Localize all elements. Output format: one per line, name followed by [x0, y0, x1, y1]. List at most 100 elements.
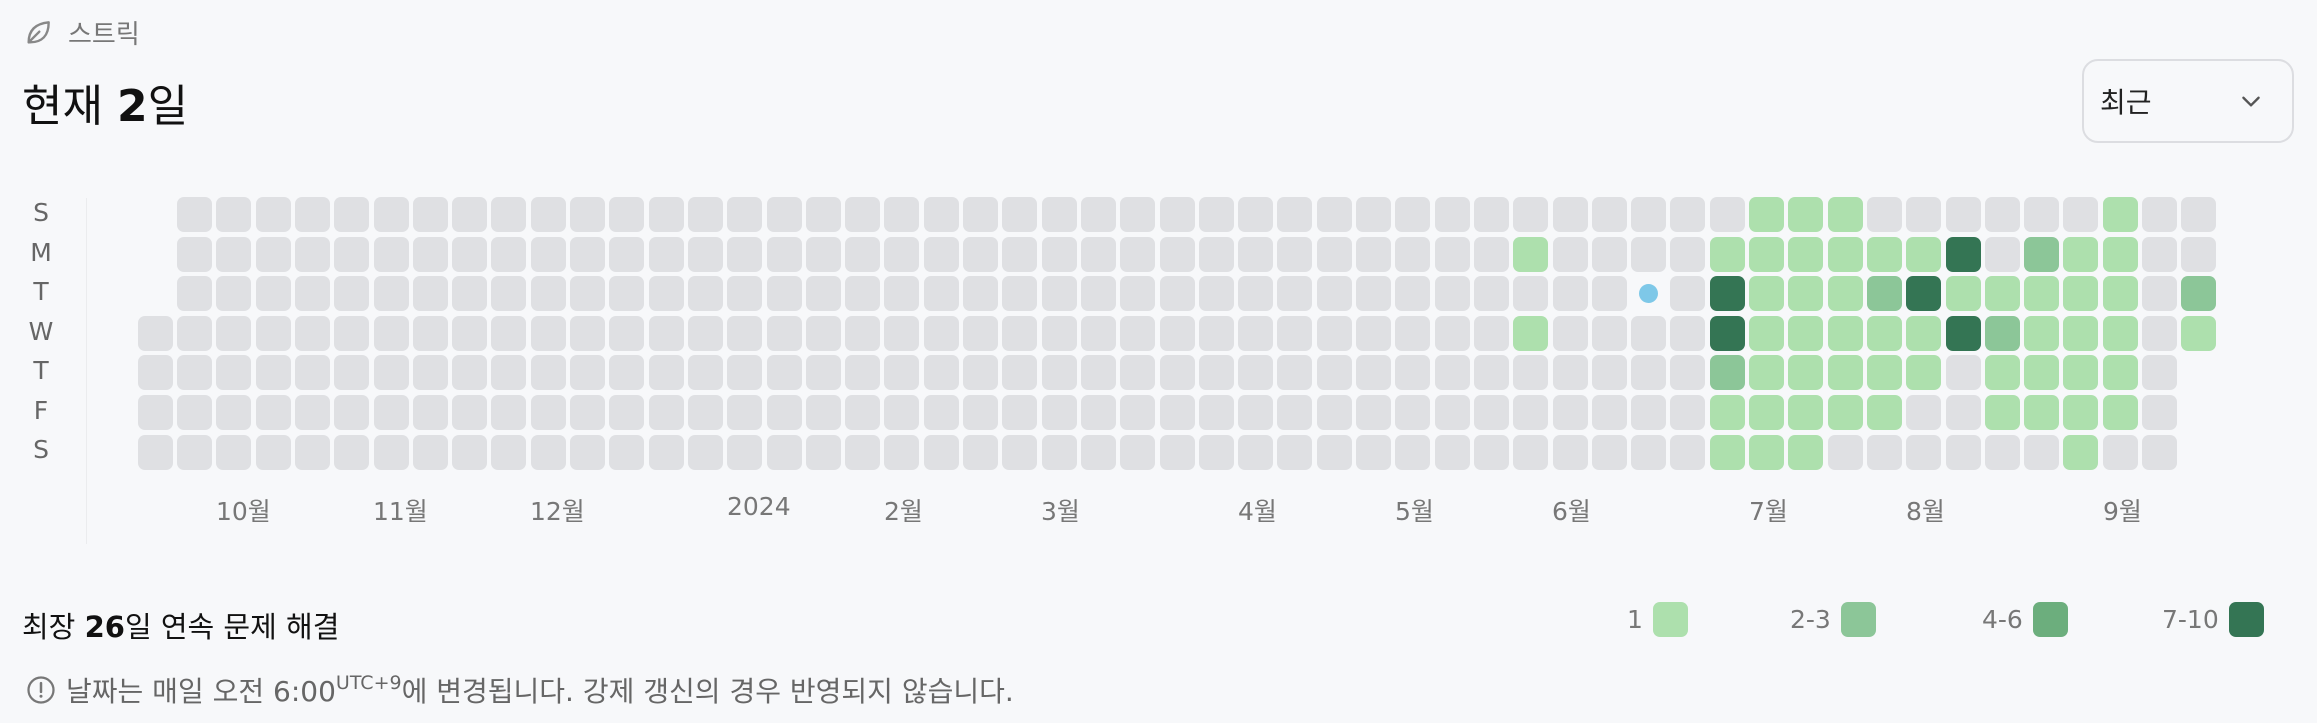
heatmap-cell[interactable] [452, 395, 488, 430]
heatmap-cell[interactable] [1591, 395, 1627, 430]
heatmap-cell[interactable] [1906, 355, 1942, 391]
heatmap-cell[interactable] [1552, 395, 1588, 430]
heatmap-cell[interactable] [1080, 395, 1116, 430]
heatmap-cell[interactable] [805, 315, 841, 351]
heatmap-cell[interactable] [648, 434, 684, 470]
heatmap-cell[interactable] [1473, 197, 1509, 232]
heatmap-cell[interactable] [412, 315, 448, 351]
heatmap-cell[interactable] [884, 355, 920, 391]
heatmap-cell[interactable] [2063, 315, 2099, 351]
heatmap-cell[interactable] [334, 276, 370, 312]
heatmap-cell[interactable] [491, 434, 527, 470]
heatmap-cell[interactable] [609, 315, 645, 351]
heatmap-cell[interactable] [373, 236, 409, 272]
heatmap-cell[interactable] [2102, 395, 2138, 430]
heatmap-cell[interactable] [491, 355, 527, 391]
heatmap-cell[interactable] [1788, 434, 1824, 470]
heatmap-cell[interactable] [805, 197, 841, 232]
heatmap-cell[interactable] [1866, 197, 1902, 232]
heatmap-cell[interactable] [255, 236, 291, 272]
heatmap-cell[interactable] [530, 315, 566, 351]
heatmap-cell[interactable] [648, 395, 684, 430]
heatmap-cell[interactable] [923, 315, 959, 351]
heatmap-cell[interactable] [570, 355, 605, 391]
heatmap-cell[interactable] [687, 395, 723, 430]
heatmap-cell[interactable] [1120, 395, 1156, 430]
heatmap-cell[interactable] [2102, 236, 2138, 272]
heatmap-cell[interactable] [1709, 395, 1745, 430]
heatmap-cell[interactable] [609, 236, 645, 272]
heatmap-cell[interactable] [1434, 315, 1470, 351]
heatmap-cell[interactable] [1002, 355, 1038, 391]
heatmap-cell[interactable] [412, 355, 448, 391]
heatmap-cell[interactable] [2142, 197, 2177, 232]
heatmap-cell[interactable] [2142, 395, 2177, 430]
heatmap-cell[interactable] [1670, 276, 1706, 312]
heatmap-cell[interactable] [1709, 236, 1745, 272]
heatmap-cell[interactable] [1198, 197, 1234, 232]
heatmap-cell[interactable] [845, 236, 881, 272]
heatmap-cell[interactable] [1552, 197, 1588, 232]
heatmap-cell[interactable] [1906, 315, 1942, 351]
heatmap-cell[interactable] [1316, 355, 1352, 391]
heatmap-cell[interactable] [177, 355, 212, 391]
heatmap-cell[interactable] [491, 276, 527, 312]
heatmap-cell[interactable] [1788, 315, 1824, 351]
heatmap-cell[interactable] [1198, 276, 1234, 312]
heatmap-cell[interactable] [1120, 197, 1156, 232]
heatmap-cell[interactable] [1041, 197, 1077, 232]
heatmap-cell[interactable] [570, 276, 605, 312]
heatmap-cell[interactable] [177, 236, 212, 272]
heatmap-cell[interactable] [845, 315, 881, 351]
heatmap-cell[interactable] [1749, 236, 1784, 272]
heatmap-cell[interactable] [1906, 276, 1942, 312]
heatmap-cell[interactable] [1827, 315, 1863, 351]
heatmap-cell[interactable] [1513, 236, 1549, 272]
heatmap-cell[interactable] [845, 276, 881, 312]
heatmap-cell[interactable] [648, 355, 684, 391]
heatmap-cell[interactable] [1080, 276, 1116, 312]
heatmap-cell[interactable] [1434, 395, 1470, 430]
heatmap-cell[interactable] [1395, 434, 1431, 470]
heatmap-cell[interactable] [1945, 355, 1981, 391]
heatmap-cell[interactable] [1749, 395, 1784, 430]
heatmap-cell[interactable] [530, 355, 566, 391]
heatmap-cell[interactable] [1395, 236, 1431, 272]
heatmap-cell[interactable] [373, 197, 409, 232]
heatmap-cell[interactable] [805, 395, 841, 430]
heatmap-cell[interactable] [609, 276, 645, 312]
heatmap-cell[interactable] [255, 395, 291, 430]
heatmap-cell[interactable] [491, 395, 527, 430]
heatmap-cell[interactable] [1552, 236, 1588, 272]
heatmap-cell[interactable] [1473, 236, 1509, 272]
heatmap-cell[interactable] [1159, 236, 1195, 272]
heatmap-cell[interactable] [570, 236, 605, 272]
heatmap-cell[interactable] [1631, 395, 1667, 430]
heatmap-cell[interactable] [1906, 434, 1942, 470]
heatmap-cell[interactable] [1159, 197, 1195, 232]
heatmap-cell[interactable] [570, 197, 605, 232]
heatmap-cell[interactable] [530, 197, 566, 232]
heatmap-cell[interactable] [1591, 276, 1627, 312]
heatmap-cell[interactable] [648, 236, 684, 272]
heatmap-cell[interactable] [727, 197, 763, 232]
heatmap-cell[interactable] [1080, 434, 1116, 470]
heatmap-cell[interactable] [2024, 395, 2060, 430]
heatmap-cell[interactable] [1434, 197, 1470, 232]
heatmap-cell[interactable] [373, 434, 409, 470]
heatmap-cell[interactable] [294, 395, 330, 430]
heatmap-cell[interactable] [1670, 355, 1706, 391]
heatmap-cell[interactable] [727, 236, 763, 272]
heatmap-cell[interactable] [1316, 236, 1352, 272]
heatmap-cell[interactable] [1041, 315, 1077, 351]
heatmap-cell[interactable] [1198, 236, 1234, 272]
heatmap-cell[interactable] [1866, 434, 1902, 470]
heatmap-cell[interactable] [845, 197, 881, 232]
heatmap-cell[interactable] [2063, 434, 2099, 470]
heatmap-cell[interactable] [1788, 276, 1824, 312]
heatmap-cell[interactable] [1238, 434, 1274, 470]
heatmap-cell[interactable] [1002, 197, 1038, 232]
heatmap-cell[interactable] [1749, 355, 1784, 391]
heatmap-cell[interactable] [1552, 434, 1588, 470]
heatmap-cell[interactable] [805, 276, 841, 312]
